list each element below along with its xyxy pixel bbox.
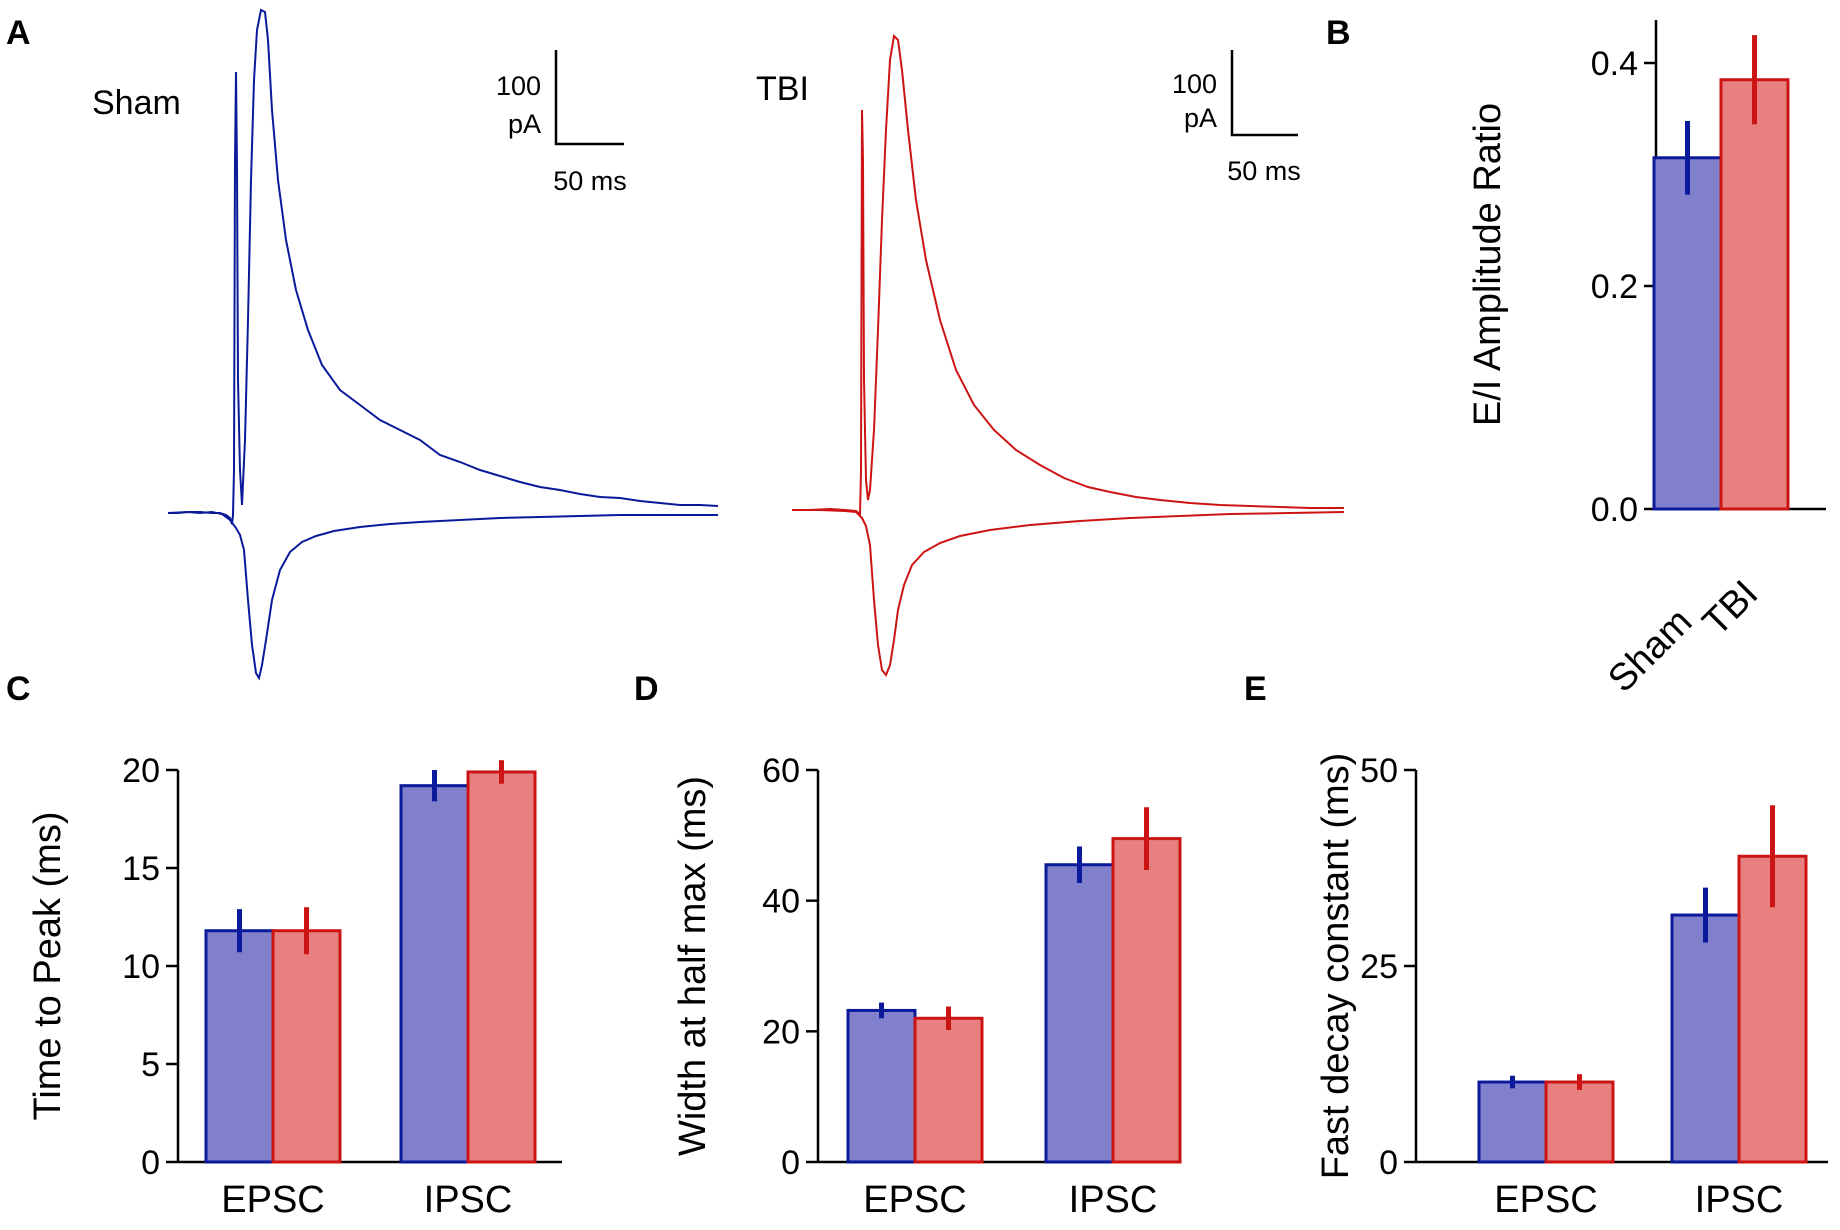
y-tick-label: 0 bbox=[781, 1144, 800, 1182]
y-tick-label: 15 bbox=[122, 850, 160, 888]
y-tick-label: 20 bbox=[122, 752, 160, 790]
panel-a-traces: Sham TBI 100 pA 50 ms 100 pA 50 ms bbox=[92, 8, 1345, 681]
sham-trace-label: Sham bbox=[92, 84, 181, 122]
panel-letter-d: D bbox=[634, 670, 659, 708]
chart-c-time-to-peak: 0 5 10 15 20 Time to Peak (ms) EPSC IPSC bbox=[27, 752, 562, 1221]
x-category-label: EPSC bbox=[221, 1179, 324, 1221]
y-tick-label: 60 bbox=[762, 752, 800, 790]
bar-epsc-sham-bar bbox=[1477, 1080, 1548, 1164]
y-axis-label: Fast decay constant (ms) bbox=[1315, 753, 1357, 1180]
panel-letter-e: E bbox=[1244, 670, 1267, 708]
y-tick-label: 25 bbox=[1360, 948, 1398, 986]
y-tick-label: 50 bbox=[1360, 752, 1398, 790]
bar-epsc-tbi-bar bbox=[913, 1016, 984, 1164]
tbi-scale-bar-lines bbox=[1230, 50, 1298, 137]
bar-epsc-tbi-bar bbox=[1544, 1080, 1615, 1164]
sham-scale-bar-lines bbox=[554, 50, 624, 146]
y-tick-label: 0.2 bbox=[1591, 268, 1638, 306]
panel-letter-c: C bbox=[6, 670, 31, 708]
sham-ipsc-trace bbox=[168, 8, 719, 525]
bar-tbi-bar bbox=[1719, 78, 1790, 511]
bar-ipsc-tbi-bar bbox=[1111, 837, 1182, 1164]
sham-scale-current-unit: pA bbox=[508, 109, 541, 139]
bar-epsc-sham-bar bbox=[204, 929, 275, 1164]
chart-d-width-at-half-max: 0 20 40 60 Width at half max (ms) EPSC IPSC bbox=[672, 752, 1182, 1221]
panel-letter-a: A bbox=[6, 14, 31, 52]
x-category-label: EPSC bbox=[863, 1179, 966, 1221]
bar-epsc-tbi-bar bbox=[271, 929, 342, 1164]
x-category-label: IPSC bbox=[1695, 1179, 1784, 1221]
tbi-scale-time: 50 ms bbox=[1227, 156, 1301, 186]
x-category-label: Sham bbox=[1600, 601, 1700, 701]
y-axis-label: E/I Amplitude Ratio bbox=[1467, 103, 1509, 426]
x-category-label: EPSC bbox=[1494, 1179, 1597, 1221]
bar-ipsc-tbi-bar bbox=[466, 770, 537, 1164]
tbi-scale-current-unit: pA bbox=[1184, 103, 1217, 133]
x-category-label: IPSC bbox=[424, 1179, 513, 1221]
tbi-ipsc-trace bbox=[792, 33, 1344, 516]
x-category-label: TBI bbox=[1695, 573, 1767, 645]
sham-scale-current: 100 bbox=[496, 71, 541, 101]
bar-ipsc-sham-bar bbox=[1670, 913, 1741, 1164]
y-tick-label: 10 bbox=[122, 948, 160, 986]
x-category-label: IPSC bbox=[1069, 1179, 1158, 1221]
y-tick-label: 0 bbox=[1379, 1144, 1398, 1182]
bar-ipsc-sham-bar bbox=[399, 784, 470, 1164]
bar-sham-bar bbox=[1652, 156, 1723, 511]
tbi-scale-bar: 100 pA 50 ms bbox=[1172, 50, 1301, 186]
y-tick-label: 5 bbox=[141, 1046, 160, 1084]
y-tick-label: 0.4 bbox=[1591, 45, 1638, 83]
y-tick-label: 40 bbox=[762, 883, 800, 921]
tbi-scale-current: 100 bbox=[1172, 69, 1217, 99]
tbi-trace-label: TBI bbox=[756, 70, 809, 108]
y-tick-label: 20 bbox=[762, 1013, 800, 1051]
y-axis-label: Time to Peak (ms) bbox=[27, 812, 69, 1121]
y-tick-label: 0.0 bbox=[1591, 491, 1638, 529]
sham-scale-time: 50 ms bbox=[553, 166, 627, 196]
y-tick-label: 0 bbox=[141, 1144, 160, 1182]
panel-letter-b: B bbox=[1326, 14, 1351, 52]
sham-scale-bar: 100 pA 50 ms bbox=[496, 50, 627, 196]
bar-epsc-sham-bar bbox=[846, 1008, 917, 1164]
sham-epsc-trace bbox=[167, 510, 718, 681]
tbi-epsc-trace bbox=[792, 509, 1345, 677]
bar-ipsc-sham-bar bbox=[1044, 863, 1115, 1164]
y-axis-label: Width at half max (ms) bbox=[672, 776, 714, 1156]
